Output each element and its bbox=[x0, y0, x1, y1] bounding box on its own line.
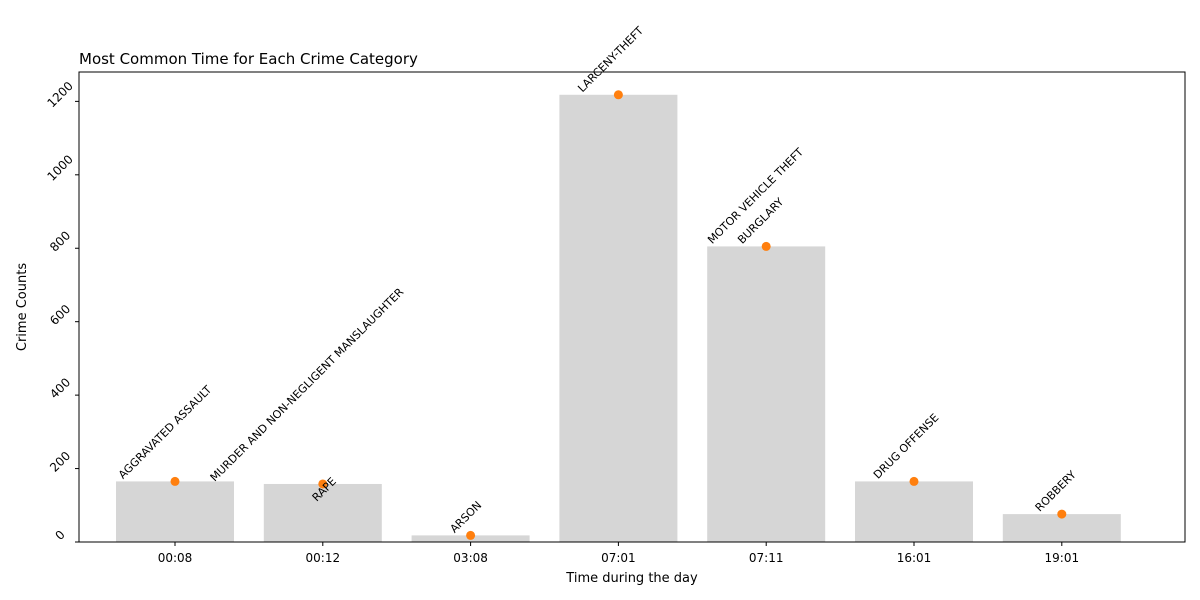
annotation-label: AGGRAVATED ASSAULT bbox=[116, 383, 215, 482]
bar-0008 bbox=[116, 481, 234, 542]
x-tick-label: 07:11 bbox=[749, 551, 784, 565]
y-tick-label: 200 bbox=[47, 449, 73, 475]
point-0012 bbox=[318, 479, 328, 489]
point-0308 bbox=[466, 530, 476, 540]
annotation-label: ROBBERY bbox=[1033, 468, 1079, 514]
y-tick-label: 1200 bbox=[44, 79, 75, 110]
bar-0012 bbox=[263, 483, 382, 542]
x-tick-label: 19:01 bbox=[1045, 551, 1080, 565]
annotation-label: LARCENY-THEFT bbox=[575, 24, 646, 95]
bar-0711 bbox=[707, 246, 826, 542]
plot-frame bbox=[78, 71, 1186, 543]
point-1601 bbox=[909, 476, 919, 486]
bar-1601 bbox=[855, 481, 973, 542]
y-axis-label: Crime Counts bbox=[15, 263, 30, 351]
bars-layer bbox=[116, 94, 1121, 542]
markers-layer bbox=[170, 90, 1067, 540]
x-tick-label: 16:01 bbox=[897, 551, 932, 565]
x-axis-label: Time during the day bbox=[565, 571, 698, 586]
chart-title: Most Common Time for Each Crime Category bbox=[79, 50, 418, 68]
point-0008 bbox=[170, 476, 180, 486]
annotation-label: MURDER AND NON-NEGLIGENT MANSLAUGHTER bbox=[208, 285, 407, 484]
annotation-label: ARSON bbox=[448, 499, 485, 536]
y-tick-label: 400 bbox=[47, 375, 73, 401]
y-tick-label: 1000 bbox=[44, 152, 75, 183]
x-tick-label: 00:12 bbox=[306, 551, 341, 565]
y-tick-label: 0 bbox=[53, 528, 68, 543]
annotation-label: DRUG OFFENSE bbox=[871, 411, 941, 481]
x-tick-label: 03:08 bbox=[453, 551, 488, 565]
y-tick-label: 800 bbox=[47, 228, 73, 254]
x-tick-label: 00:08 bbox=[158, 551, 193, 565]
bar-0701 bbox=[559, 94, 678, 542]
axes-layer bbox=[78, 71, 1186, 543]
point-0711 bbox=[761, 241, 771, 251]
point-0701 bbox=[613, 90, 623, 100]
x-tick-label: 07:01 bbox=[601, 551, 636, 565]
bar-1901 bbox=[1002, 514, 1121, 542]
y-tick-label: 600 bbox=[47, 302, 73, 328]
point-1901 bbox=[1057, 509, 1067, 519]
